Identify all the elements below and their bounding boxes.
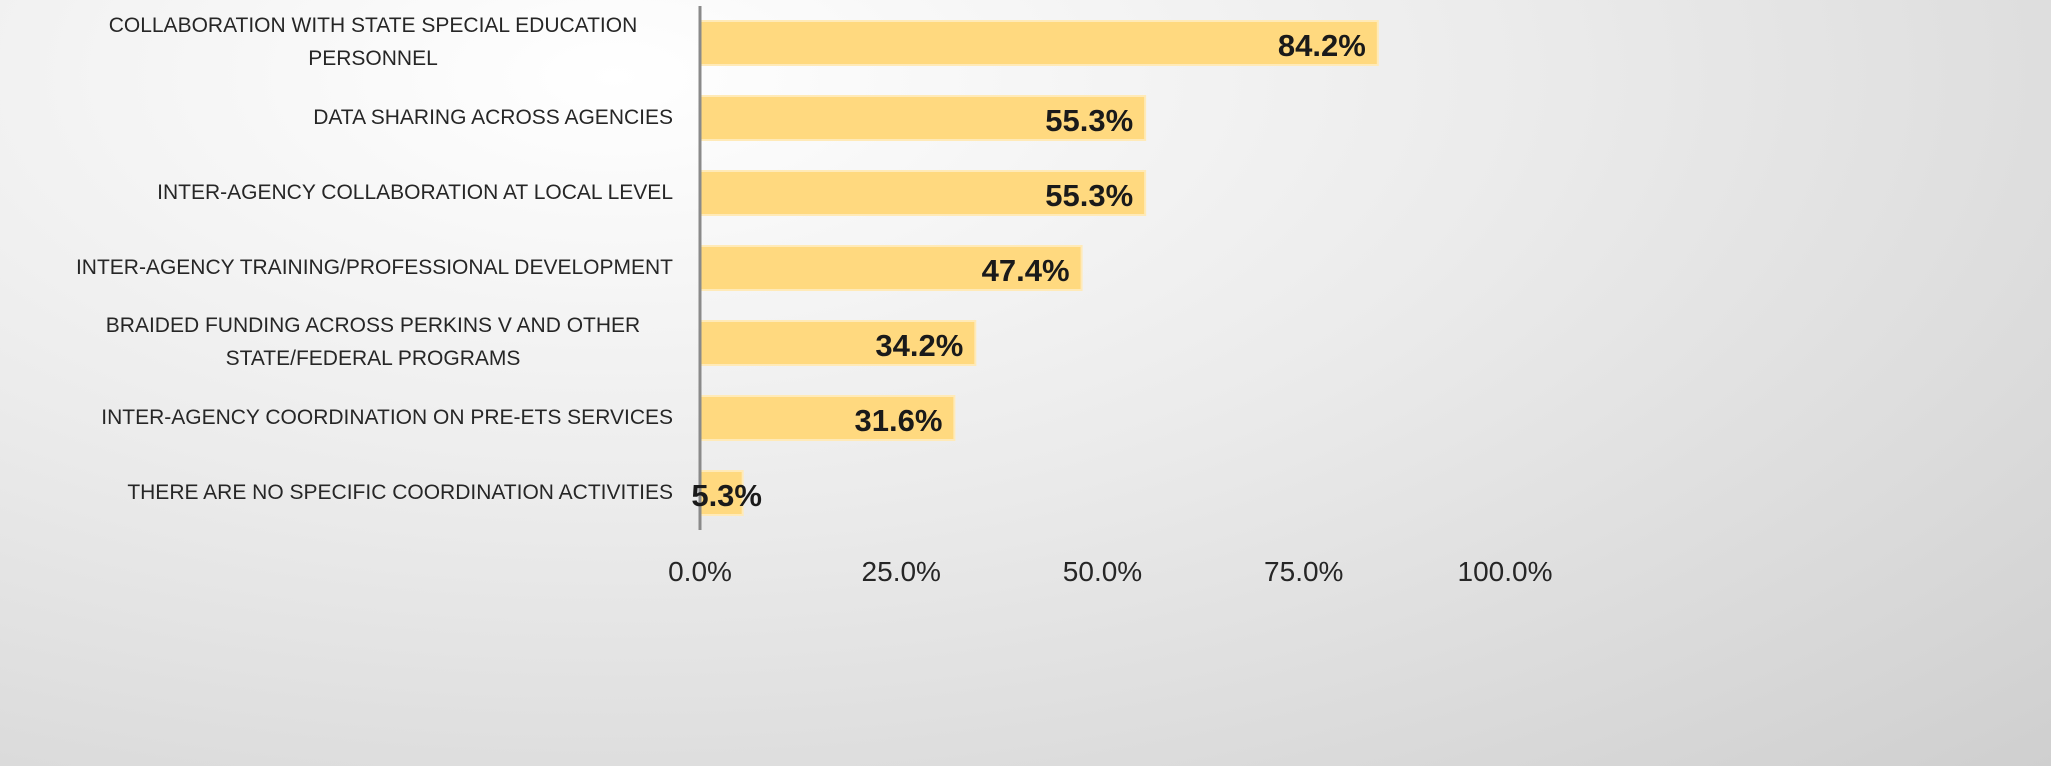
category-text: THERE ARE NO SPECIFIC COORDINATION ACTIV… <box>127 480 673 504</box>
x-tick-label: 50.0% <box>1062 556 1143 587</box>
x-tick-label: 0.0% <box>668 556 732 587</box>
x-tick-label: 25.0% <box>861 556 941 587</box>
category-label: DATA SHARING ACROSS AGENCIES <box>313 78 673 158</box>
x-tick-label: 100.0% <box>1457 556 1553 587</box>
category-text: INTER-AGENCY COORDINATION ON PRE-ETS SER… <box>101 405 673 429</box>
bar <box>699 95 1147 141</box>
category-label: INTER-AGENCY TRAINING/PROFESSIONAL DEVEL… <box>76 228 673 308</box>
value-label: 55.3% <box>1045 103 1134 138</box>
category-label: INTER-AGENCY COLLABORATION AT LOCAL LEVE… <box>157 153 673 233</box>
category-label: BRAIDED FUNDING ACROSS PERKINS V AND OTH… <box>73 303 673 383</box>
value-label: 5.3% <box>691 478 762 513</box>
value-label: 31.6% <box>854 403 943 438</box>
category-text: COLLABORATION WITH STATE SPECIAL EDUCATI… <box>108 14 638 70</box>
bar <box>699 245 1083 291</box>
category-text: DATA SHARING ACROSS AGENCIES <box>313 105 673 129</box>
bar <box>699 20 1379 66</box>
bar <box>699 320 977 366</box>
category-label: COLLABORATION WITH STATE SPECIAL EDUCATI… <box>73 3 673 83</box>
category-text: BRAIDED FUNDING ACROSS PERKINS V AND OTH… <box>105 314 641 370</box>
bar <box>699 470 744 516</box>
value-label: 84.2% <box>1277 28 1366 63</box>
value-label: 55.3% <box>1045 178 1134 213</box>
bar <box>699 170 1147 216</box>
category-label: INTER-AGENCY COORDINATION ON PRE-ETS SER… <box>101 378 673 458</box>
category-label: THERE ARE NO SPECIFIC COORDINATION ACTIV… <box>127 453 673 533</box>
x-tick-label: 75.0% <box>1264 556 1344 587</box>
value-label: 34.2% <box>875 328 964 363</box>
value-label: 47.4% <box>981 253 1070 288</box>
category-text: INTER-AGENCY TRAINING/PROFESSIONAL DEVEL… <box>75 255 673 279</box>
category-text: INTER-AGENCY COLLABORATION AT LOCAL LEVE… <box>157 180 673 204</box>
